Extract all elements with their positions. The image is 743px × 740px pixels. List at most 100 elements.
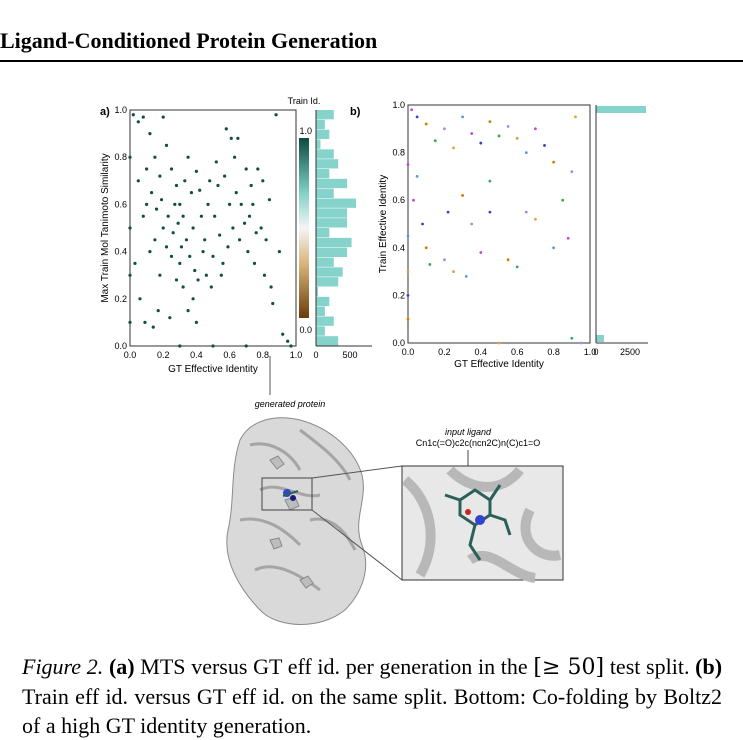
- panel-a-point: [259, 226, 263, 230]
- generated-protein-label: generated protein: [255, 399, 326, 409]
- panel-a-hist-bar: [316, 257, 334, 267]
- panel-a: a) 0.0 0.2 0.4 0.6 0.8 1.0 0.0 0.2 0.4 0.6 0.8 1.0…: [100, 96, 372, 375]
- panel-a-hist-bar: [316, 188, 334, 198]
- panel-a-point: [158, 273, 162, 277]
- panel-a-point: [159, 198, 164, 202]
- panel-b-point: [406, 294, 410, 297]
- panel-a-point: [191, 226, 195, 230]
- panel-b-point: [552, 160, 555, 164]
- panel-a-yticks: 0.0 0.2 0.4 0.6 0.8 1.0: [114, 105, 127, 351]
- panel-a-histogram: [316, 110, 356, 346]
- panel-b-xtick-label: 0.8: [547, 347, 560, 357]
- panel-b-point: [461, 194, 464, 197]
- panel-b-xtick-label: 0.4: [475, 347, 488, 357]
- panel-a-hist-bar: [316, 237, 352, 248]
- panel-b-point: [570, 336, 574, 340]
- panel-b-xtick-label: 0.6: [511, 347, 524, 357]
- panel-a-hist-bar: [316, 306, 325, 316]
- panel-a-point: [226, 245, 230, 249]
- zoom-line-top: [311, 465, 403, 479]
- panel-a-point: [199, 214, 203, 218]
- panel-b-point: [488, 179, 492, 183]
- panel-a-hist-bar: [316, 149, 334, 159]
- panel-b-label: b): [350, 106, 361, 118]
- panel-a-point: [164, 245, 169, 249]
- panel-b-points: [406, 108, 583, 345]
- panel-a-hist-bar: [316, 119, 325, 130]
- panel-a-point: [193, 268, 197, 273]
- panel-a-point: [223, 174, 227, 178]
- panel-a-point: [158, 174, 162, 178]
- panel-a-point: [216, 183, 220, 188]
- panel-b-point: [543, 144, 546, 147]
- panel-a-hist-bar: [316, 159, 339, 169]
- panel-a-ytick-label: 0.8: [114, 152, 127, 162]
- caption-b-label: (b): [695, 654, 723, 679]
- panel-a-hist-bar: [316, 129, 330, 139]
- panel-a-point: [149, 191, 154, 195]
- panel-a-point: [211, 344, 215, 348]
- panel-b-point: [424, 246, 428, 250]
- panel-a-point: [133, 261, 137, 265]
- panel-a-xtick-label: 0.2: [157, 350, 170, 360]
- panel-a-point: [156, 309, 160, 313]
- panel-b-point: [452, 146, 455, 150]
- panel-b-point: [428, 263, 432, 266]
- panel-b-point: [452, 270, 455, 273]
- caption-figure-label: Figure 2.: [22, 654, 104, 679]
- panel-a-point: [244, 344, 248, 348]
- panel-a-hist-bar: [316, 336, 339, 346]
- panel-a-point: [232, 155, 237, 159]
- inset-ribbons: [401, 466, 562, 583]
- panel-a-point: [224, 127, 228, 131]
- panel-a-hist-bar: [316, 218, 348, 228]
- panel-b-hist-bar-bottom: [596, 335, 604, 342]
- panel-b-point: [406, 163, 410, 166]
- panel-b-point: [424, 122, 428, 126]
- hist-b-tick-0: 0: [593, 347, 598, 357]
- panel-b-point: [464, 274, 468, 278]
- panel-a-point: [173, 202, 177, 206]
- panel-b-point: [412, 198, 415, 202]
- panel-a-xlabel: GT Effective Identity: [168, 364, 258, 375]
- ligand-small: [282, 489, 299, 501]
- panel-a-point: [237, 238, 242, 242]
- panel-a-hist-bar: [316, 296, 330, 307]
- panel-a-ytick-label: 0.0: [114, 341, 127, 351]
- panel-a-point: [136, 120, 140, 124]
- panel-a-point: [249, 183, 253, 188]
- panel-b-yticks: 0.0 0.2 0.4 0.6 0.8 1.0: [392, 100, 405, 348]
- panel-b-point: [552, 246, 555, 250]
- panel-a-xtick-label: 1.0: [290, 350, 303, 360]
- panel-a-points: [128, 113, 293, 348]
- panel-a-point: [204, 273, 208, 277]
- panel-a-xtick-label: 0.8: [257, 350, 270, 360]
- panel-b-point: [506, 258, 510, 262]
- panel-a-point: [181, 214, 185, 218]
- panel-a-hist-bar: [316, 169, 330, 179]
- panel-b-point: [443, 258, 446, 262]
- panel-b-ytick-label: 0.6: [392, 195, 405, 205]
- panel-b-point: [479, 251, 483, 254]
- panel-a-point: [201, 250, 205, 254]
- panel-a-point: [145, 202, 149, 206]
- panel-a-point: [247, 214, 252, 218]
- panel-a-point: [184, 238, 189, 242]
- panel-a-point: [231, 226, 235, 230]
- panel-a-point: [178, 344, 182, 348]
- panel-b-point: [406, 317, 410, 321]
- panel-a-point: [277, 250, 281, 254]
- panel-a-point: [179, 245, 184, 249]
- panel-b-xtick-label: 1.0: [584, 347, 597, 357]
- panel-a-point: [189, 191, 194, 195]
- panel-a-point: [211, 254, 215, 258]
- panel-a-hist-bar: [316, 277, 339, 287]
- panel-a-point: [252, 261, 257, 265]
- panel-b-point: [524, 210, 528, 214]
- panel-a-point: [178, 261, 182, 265]
- panel-b-point: [574, 115, 577, 119]
- panel-a-point: [206, 202, 210, 206]
- panel-a-point: [128, 320, 132, 324]
- ligand-smiles: Cn1c(=O)c2c(ncn2C)n(C)c1=O: [416, 438, 541, 448]
- panel-a-hist-bar: [316, 326, 325, 336]
